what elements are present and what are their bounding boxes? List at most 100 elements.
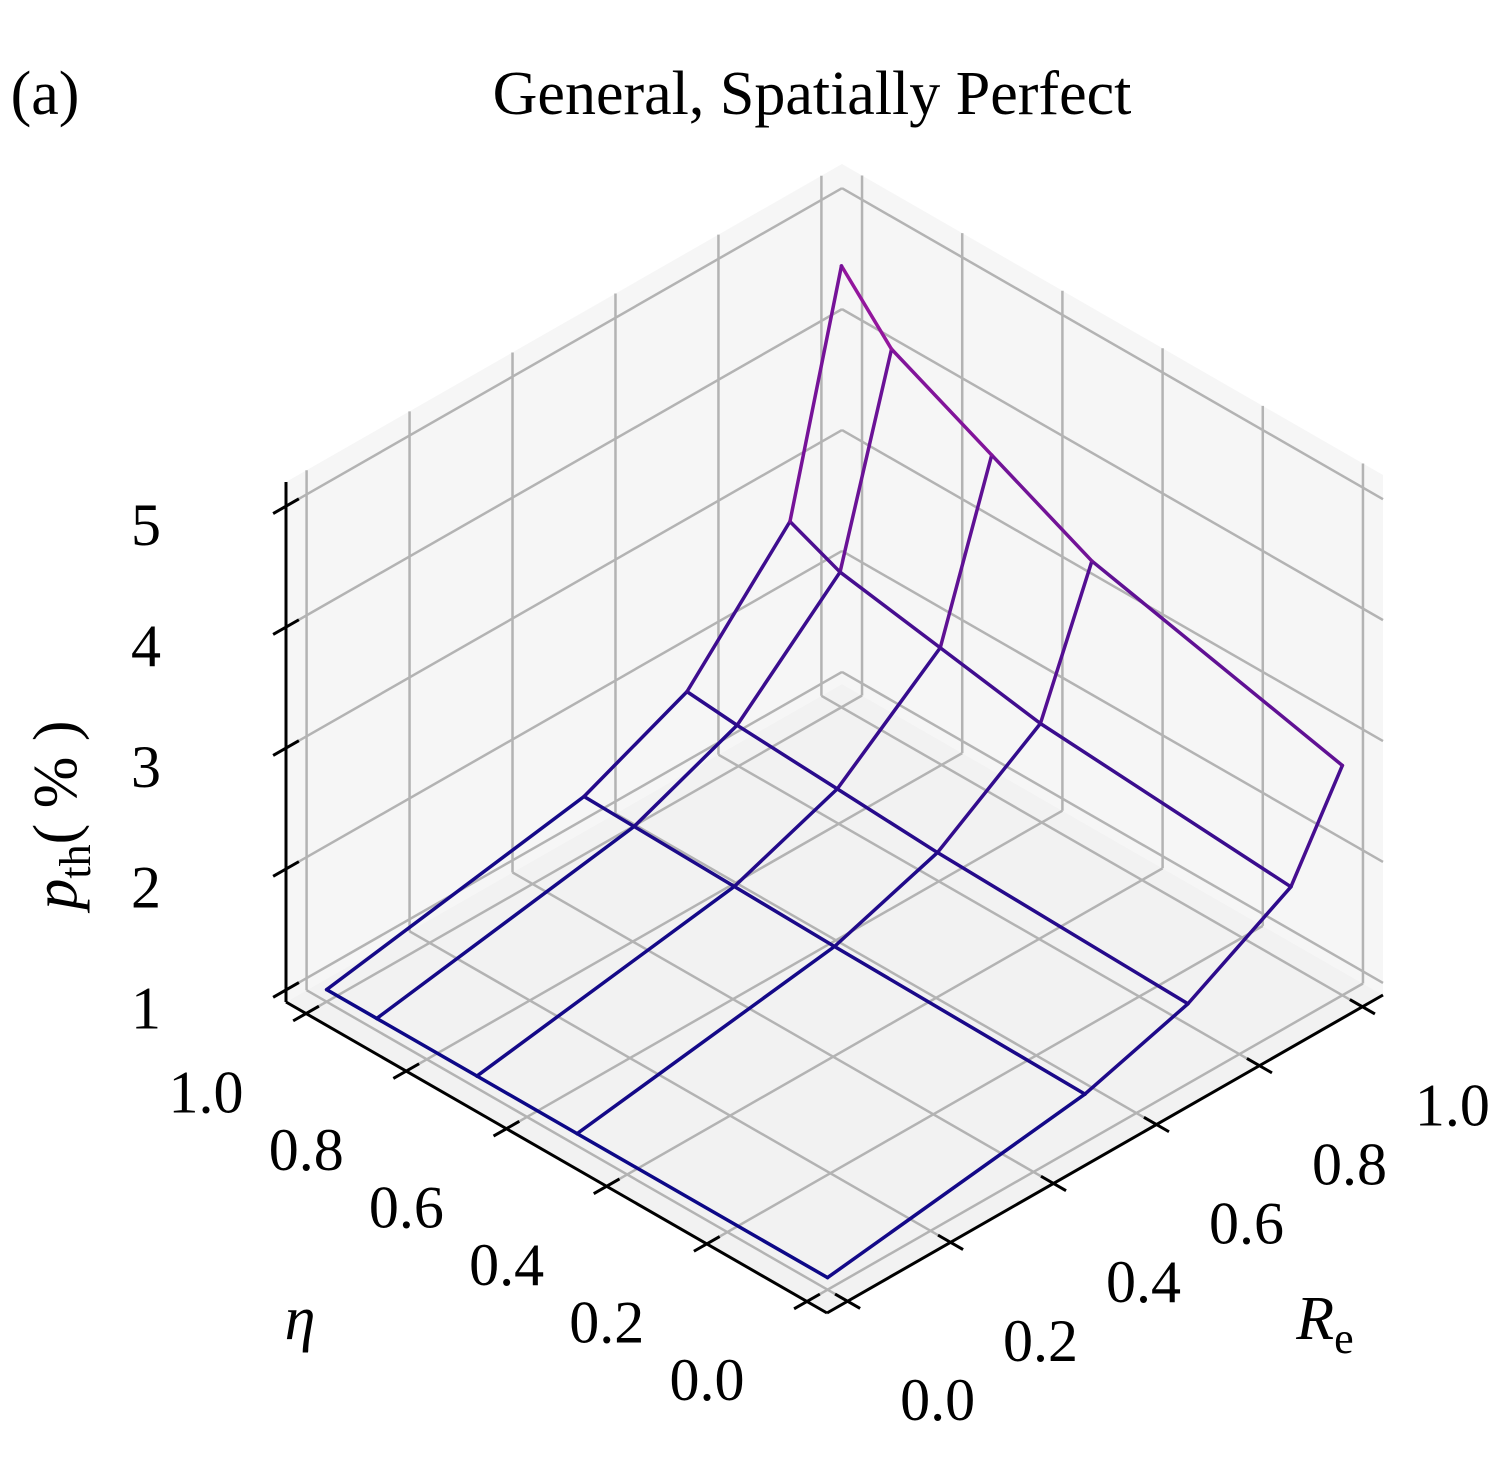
x-tick bbox=[1246, 1057, 1273, 1075]
x-tick bbox=[834, 1292, 861, 1310]
grid-line bbox=[841, 428, 1384, 743]
grid-line bbox=[717, 753, 1261, 1067]
grid-line bbox=[605, 867, 1164, 1188]
grid-line bbox=[305, 989, 849, 1303]
grid-line bbox=[511, 871, 1055, 1185]
wireframe-segment bbox=[582, 689, 689, 799]
wireframe-segment bbox=[838, 570, 942, 650]
grid-line bbox=[841, 549, 1384, 864]
z-tick bbox=[272, 739, 300, 757]
x-axis-line bbox=[826, 993, 1384, 1315]
wireframe-segment bbox=[732, 884, 837, 949]
wireframe-segment bbox=[685, 689, 739, 728]
wireframe-segment bbox=[838, 347, 894, 574]
x-label-sub: e bbox=[1334, 1314, 1354, 1363]
y-tick-label: 0.6 bbox=[369, 1174, 444, 1240]
wireframe-segment bbox=[935, 721, 1043, 855]
grid-line bbox=[408, 930, 952, 1244]
x-tick bbox=[1040, 1174, 1067, 1192]
panel-label: (a) bbox=[11, 60, 80, 128]
wireframe-segment bbox=[575, 944, 837, 1136]
z-tick-label: 2 bbox=[131, 855, 161, 921]
y-tick bbox=[592, 1177, 621, 1195]
floor-pane bbox=[286, 684, 1383, 1313]
wireframe-segment bbox=[632, 723, 739, 829]
wireframe-segment bbox=[475, 1074, 579, 1136]
wireframe-segment bbox=[832, 944, 1087, 1096]
wireframe-segment bbox=[835, 646, 942, 791]
z-tick bbox=[272, 618, 300, 636]
wireframe-segment bbox=[935, 850, 1190, 1006]
x-label-main: R bbox=[1295, 1285, 1334, 1353]
wireframe-segment bbox=[575, 1131, 830, 1280]
grid-line bbox=[706, 924, 1264, 1245]
grid-line bbox=[820, 694, 1364, 1008]
wireframe-segment bbox=[475, 884, 737, 1078]
x-tick bbox=[937, 1233, 964, 1251]
grid-line bbox=[285, 187, 843, 508]
x-tick-label: 0.2 bbox=[1003, 1308, 1078, 1374]
y-tick-label: 0.4 bbox=[469, 1232, 544, 1298]
x-tick bbox=[1143, 1116, 1170, 1134]
z-axis-label: pth( % ) bbox=[22, 720, 100, 913]
wireframe-segment bbox=[732, 787, 840, 889]
y-tick-label: 0.8 bbox=[269, 1117, 344, 1183]
y-axis-line bbox=[285, 1000, 828, 1315]
wireframe-segment bbox=[825, 1092, 1087, 1280]
wireframe-segment bbox=[889, 347, 994, 457]
wireframe-segment bbox=[324, 987, 379, 1021]
grid-line bbox=[285, 308, 843, 629]
grid-line bbox=[841, 670, 1384, 984]
y-tick-label: 0.2 bbox=[569, 1290, 644, 1356]
wireframe-segment bbox=[832, 850, 940, 949]
z-tick bbox=[272, 860, 300, 878]
wireframe-segment bbox=[1090, 559, 1345, 768]
z-label-sub: th bbox=[51, 844, 100, 878]
wireframe-segment bbox=[1186, 885, 1293, 1006]
left-wall-pane bbox=[286, 164, 842, 1002]
chart-title: General, Spatially Perfect bbox=[493, 60, 1132, 128]
wireframe-segment bbox=[1083, 1002, 1190, 1096]
grid-line bbox=[285, 549, 843, 871]
wireframe-segment bbox=[374, 1016, 479, 1078]
x-tick bbox=[1349, 998, 1376, 1016]
y-tick bbox=[492, 1120, 521, 1138]
wireframe-segment bbox=[788, 519, 842, 574]
y-tick-label: 0.0 bbox=[669, 1347, 744, 1413]
wireframe-segment bbox=[938, 646, 1043, 726]
x-tick-label: 0.6 bbox=[1209, 1190, 1284, 1256]
z-label-main: p bbox=[22, 879, 90, 914]
wireframe-segment bbox=[735, 570, 842, 728]
y-tick-label: 1.0 bbox=[169, 1059, 244, 1125]
wireframe-segment bbox=[374, 824, 636, 1021]
y-axis-label: η bbox=[285, 1285, 316, 1353]
panes bbox=[285, 164, 1384, 1313]
wireframe-segment bbox=[839, 264, 894, 351]
wireframe-segment bbox=[324, 794, 586, 992]
wireframe-segment bbox=[582, 794, 636, 829]
z-tick-label: 5 bbox=[131, 492, 161, 558]
y-tick bbox=[392, 1062, 420, 1080]
wireframe-segment bbox=[835, 787, 940, 855]
wireframe-segment bbox=[938, 453, 994, 650]
grid-line bbox=[841, 187, 1384, 501]
grid-line bbox=[285, 670, 843, 991]
x-axis-label: Re bbox=[1295, 1285, 1353, 1363]
z-label-unit: ( % ) bbox=[22, 720, 90, 844]
grid-line bbox=[405, 752, 963, 1073]
grid-line bbox=[806, 982, 1364, 1303]
wireframe-segment bbox=[788, 264, 844, 524]
y-tick bbox=[793, 1292, 821, 1311]
z-tick-label: 1 bbox=[131, 976, 161, 1042]
wireframe-segment bbox=[1038, 559, 1094, 726]
x-tick-label: 1.0 bbox=[1415, 1073, 1490, 1139]
y-tick bbox=[292, 1004, 320, 1023]
grid-line bbox=[305, 694, 863, 1015]
wireframe-segment bbox=[685, 519, 792, 694]
grid-line bbox=[841, 308, 1384, 622]
wireframe-segment bbox=[735, 723, 840, 791]
grid-line bbox=[285, 428, 843, 750]
x-tick-label: 0.4 bbox=[1106, 1249, 1181, 1315]
